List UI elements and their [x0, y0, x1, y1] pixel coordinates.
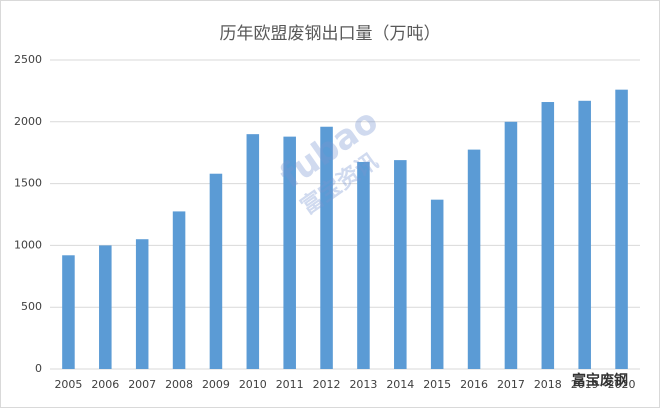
bar — [172, 211, 186, 369]
bar — [283, 136, 296, 369]
bar — [541, 102, 555, 370]
x-tick-label: 2010 — [239, 378, 267, 391]
bar — [246, 134, 260, 369]
bar — [504, 121, 518, 369]
x-tick-label: 2020 — [608, 378, 636, 391]
x-tick-label: 2016 — [460, 378, 488, 391]
x-tick-label: 2008 — [165, 378, 193, 391]
bar — [320, 126, 333, 369]
x-tick-label: 2006 — [91, 378, 119, 391]
x-tick-label: 2011 — [276, 378, 304, 391]
bar — [578, 100, 591, 370]
y-tick-label: 1000 — [14, 238, 42, 251]
y-tick-label: 2000 — [14, 115, 42, 128]
watermark: 富宝废钢 — [572, 372, 628, 389]
bar — [135, 239, 149, 369]
x-tick-label: 2019 — [571, 378, 599, 391]
y-tick-label: 0 — [35, 362, 42, 375]
chart-title: 历年欧盟废钢出口量（万吨） — [220, 24, 441, 44]
bar — [615, 89, 628, 369]
y-tick-label: 2500 — [14, 53, 42, 66]
x-tick-label: 2015 — [423, 378, 451, 391]
y-tick-label: 1500 — [14, 177, 42, 190]
x-tick-label: 2005 — [54, 378, 82, 391]
y-tick-label: 500 — [21, 300, 42, 313]
x-tick-label: 2009 — [202, 378, 230, 391]
x-tick-label: 2007 — [128, 378, 156, 391]
bar — [62, 255, 75, 369]
bar — [394, 160, 407, 369]
bar — [357, 161, 370, 369]
x-tick-label: 2013 — [349, 378, 377, 391]
x-tick-label: 2014 — [386, 378, 414, 391]
x-tick-label: 2017 — [497, 378, 525, 391]
bar — [99, 245, 112, 369]
bar — [467, 149, 481, 369]
bar — [209, 173, 223, 369]
x-tick-label: 2018 — [534, 378, 562, 391]
x-tick-label: 2012 — [313, 378, 341, 391]
bar — [430, 199, 444, 369]
